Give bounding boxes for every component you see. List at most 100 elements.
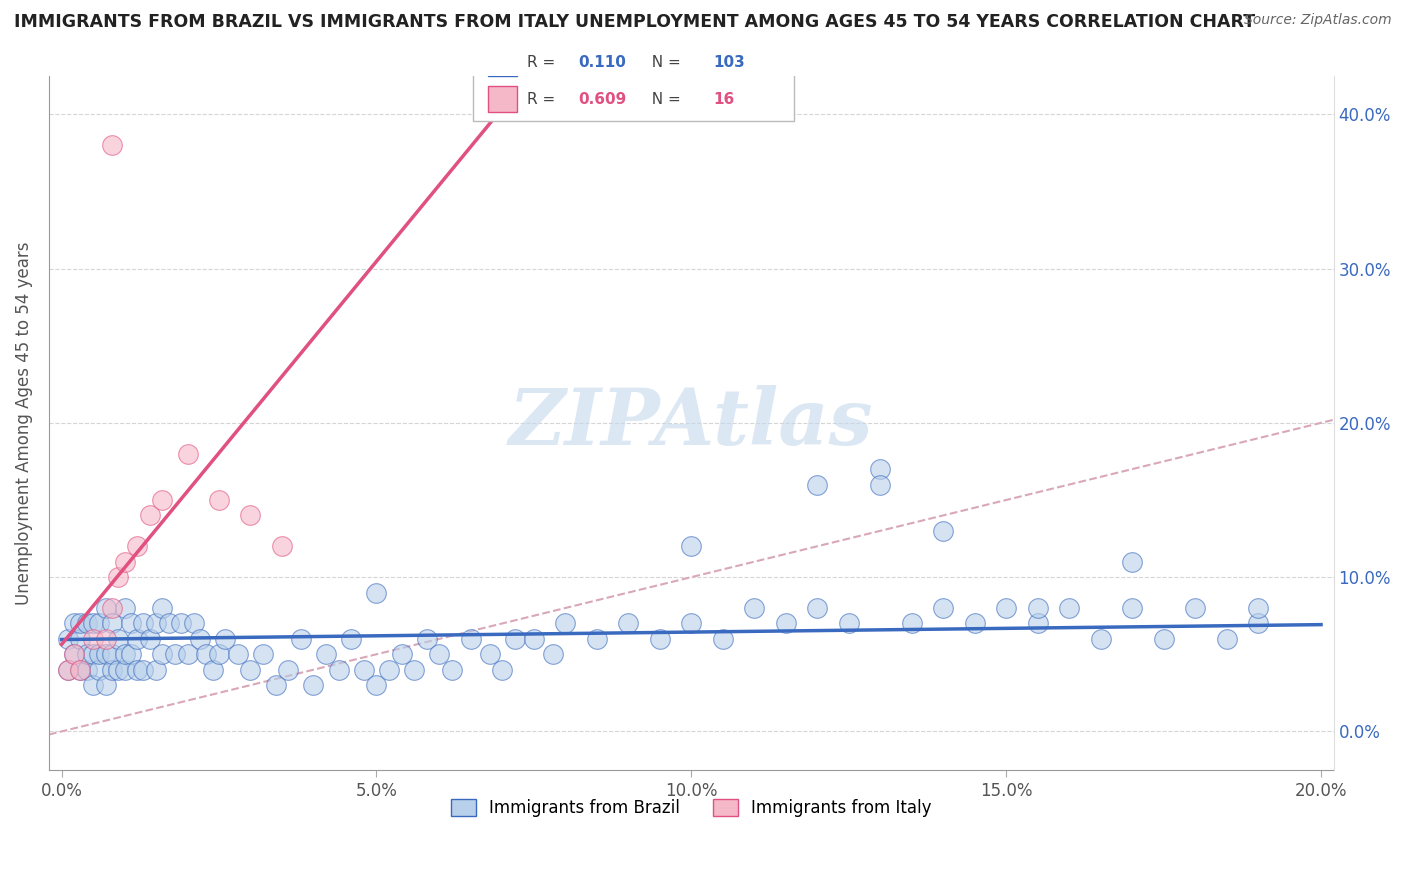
Point bbox=[120, 647, 142, 661]
Text: R =: R = bbox=[527, 55, 560, 70]
Point bbox=[290, 632, 312, 646]
Y-axis label: Unemployment Among Ages 45 to 54 years: Unemployment Among Ages 45 to 54 years bbox=[15, 241, 32, 605]
Point bbox=[201, 663, 224, 677]
Point bbox=[127, 632, 149, 646]
Point bbox=[127, 663, 149, 677]
Point bbox=[82, 616, 104, 631]
Point bbox=[404, 663, 426, 677]
Point bbox=[429, 647, 451, 661]
Point bbox=[76, 616, 98, 631]
Point bbox=[775, 616, 797, 631]
Point bbox=[82, 647, 104, 661]
Legend: Immigrants from Brazil, Immigrants from Italy: Immigrants from Brazil, Immigrants from … bbox=[444, 793, 939, 824]
Point bbox=[94, 678, 117, 692]
Text: N =: N = bbox=[643, 92, 686, 107]
Point bbox=[900, 616, 922, 631]
Point bbox=[107, 663, 129, 677]
Point bbox=[120, 616, 142, 631]
Point bbox=[252, 647, 274, 661]
Point bbox=[94, 601, 117, 615]
Point bbox=[1026, 616, 1049, 631]
Point bbox=[226, 647, 249, 661]
Point bbox=[69, 616, 91, 631]
Point bbox=[523, 632, 546, 646]
Point bbox=[1184, 601, 1206, 615]
Point bbox=[170, 616, 193, 631]
Point bbox=[183, 616, 205, 631]
Point bbox=[82, 678, 104, 692]
Point bbox=[491, 663, 513, 677]
Point bbox=[806, 601, 828, 615]
Text: 0.609: 0.609 bbox=[578, 92, 627, 107]
Point bbox=[1121, 555, 1143, 569]
Point bbox=[63, 647, 86, 661]
Point bbox=[208, 493, 231, 508]
Point bbox=[101, 647, 124, 661]
Point bbox=[932, 601, 955, 615]
Point bbox=[340, 632, 363, 646]
Point bbox=[101, 616, 124, 631]
Point bbox=[271, 539, 294, 553]
Point bbox=[89, 616, 111, 631]
Point bbox=[503, 632, 526, 646]
Point bbox=[69, 663, 91, 677]
Point bbox=[378, 663, 401, 677]
Point bbox=[554, 616, 576, 631]
Point bbox=[585, 632, 607, 646]
Point bbox=[460, 632, 482, 646]
Point bbox=[150, 601, 173, 615]
Point bbox=[315, 647, 337, 661]
Point bbox=[94, 647, 117, 661]
Point bbox=[366, 585, 388, 599]
Text: Source: ZipAtlas.com: Source: ZipAtlas.com bbox=[1244, 13, 1392, 28]
Point bbox=[478, 647, 501, 661]
Point bbox=[176, 647, 198, 661]
Point bbox=[82, 632, 104, 646]
Text: 16: 16 bbox=[713, 92, 734, 107]
Point bbox=[101, 601, 124, 615]
Point bbox=[89, 647, 111, 661]
Point bbox=[440, 663, 463, 677]
FancyBboxPatch shape bbox=[472, 41, 794, 120]
Point bbox=[353, 663, 375, 677]
Point bbox=[63, 616, 86, 631]
Point bbox=[69, 663, 91, 677]
Point bbox=[56, 632, 79, 646]
Text: R =: R = bbox=[527, 92, 560, 107]
Point bbox=[681, 539, 703, 553]
Point bbox=[214, 632, 236, 646]
Point bbox=[56, 663, 79, 677]
Point bbox=[63, 647, 86, 661]
Point bbox=[208, 647, 231, 661]
Point bbox=[163, 647, 186, 661]
Point bbox=[742, 601, 765, 615]
Point bbox=[302, 678, 325, 692]
Point bbox=[101, 138, 124, 153]
Point bbox=[150, 493, 173, 508]
Point bbox=[277, 663, 299, 677]
Point bbox=[150, 647, 173, 661]
Point bbox=[416, 632, 439, 646]
Point bbox=[1153, 632, 1175, 646]
Point bbox=[138, 632, 160, 646]
Point bbox=[366, 678, 388, 692]
Point bbox=[995, 601, 1018, 615]
Text: N =: N = bbox=[643, 55, 686, 70]
Text: 103: 103 bbox=[713, 55, 745, 70]
Point bbox=[89, 663, 111, 677]
Point bbox=[681, 616, 703, 631]
Point bbox=[1057, 601, 1080, 615]
Point bbox=[114, 647, 136, 661]
Point bbox=[188, 632, 211, 646]
Point bbox=[711, 632, 734, 646]
Point bbox=[932, 524, 955, 538]
Point bbox=[1026, 601, 1049, 615]
Point bbox=[1090, 632, 1112, 646]
Point bbox=[114, 555, 136, 569]
Point bbox=[1247, 616, 1270, 631]
Point bbox=[869, 477, 891, 491]
Point bbox=[328, 663, 350, 677]
Text: ZIPAtlas: ZIPAtlas bbox=[509, 384, 873, 461]
Point bbox=[264, 678, 287, 692]
Point bbox=[114, 663, 136, 677]
